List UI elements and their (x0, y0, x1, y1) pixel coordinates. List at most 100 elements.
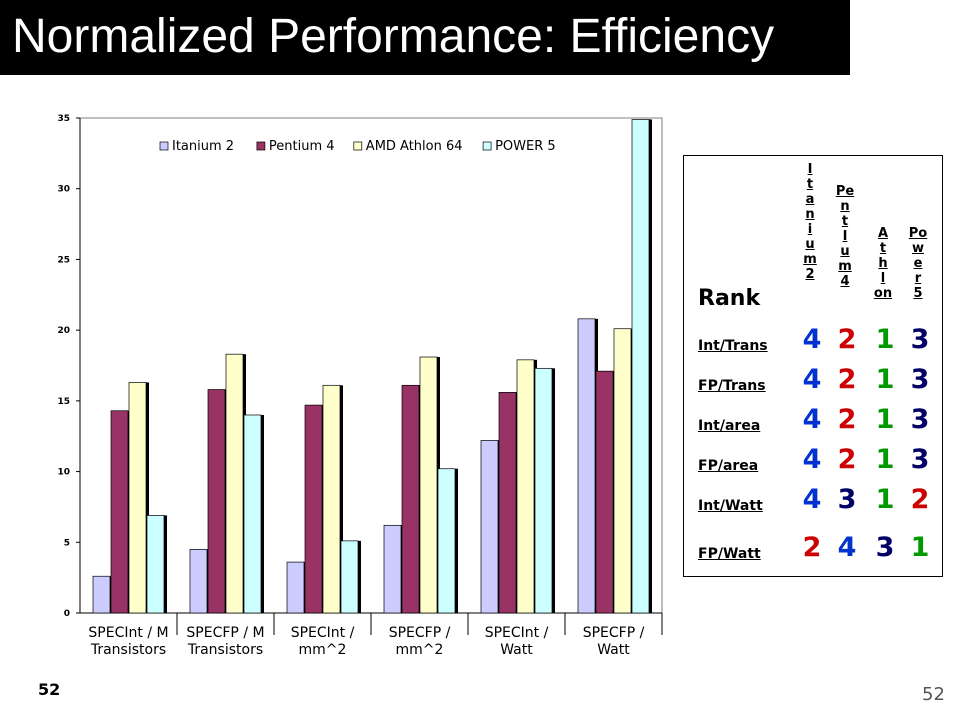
rank-cell: 1 (875, 484, 895, 515)
bar-2 (401, 384, 420, 614)
rank-row-label: FP/Trans (698, 378, 766, 394)
rank-column-header-text: 4 (840, 274, 850, 289)
legend-label: Pentium 4 (269, 139, 335, 154)
plot-area (79, 117, 663, 614)
bar-2 (304, 404, 323, 614)
rank-column-header-text: w (911, 241, 924, 256)
rank-column-header-text: h (878, 256, 888, 271)
bar-2 (110, 410, 129, 614)
x-tick-label: Transistors (90, 642, 166, 658)
legend-label: POWER 5 (495, 139, 556, 154)
bar-2 (207, 389, 226, 614)
rank-column-header-text: u (840, 244, 850, 259)
rank-column-header-text: a (805, 192, 815, 207)
rank-corner-label: Rank (698, 286, 761, 311)
x-tick-label: SPECFP / (583, 625, 645, 641)
rank-column-header-text: A (877, 226, 889, 241)
legend-swatch (159, 141, 169, 151)
rank-row-label: Int/Watt (698, 498, 763, 514)
x-tick-label: Transistors (187, 642, 263, 658)
rank-cell: 2 (837, 404, 857, 435)
rank-cell: 3 (910, 324, 930, 355)
rank-column-header-text: m (838, 259, 852, 274)
rank-cell: 3 (910, 444, 930, 475)
rank-cell: 2 (837, 364, 857, 395)
x-tick-label: SPECFP / (389, 625, 451, 641)
x-tick-label: SPECInt / (485, 625, 549, 641)
rank-cell: 2 (910, 484, 930, 515)
legend-label: Itanium 2 (172, 139, 234, 154)
y-tick-label: 0 (64, 609, 70, 619)
x-tick-label: SPECInt / (291, 625, 355, 641)
bar-3 (225, 353, 244, 614)
rank-row-label: Int/Trans (698, 338, 768, 354)
rank-column-header-text: t (841, 214, 849, 229)
bar-4 (243, 414, 262, 614)
rank-column-header-text: t (879, 241, 887, 256)
rank-column-header-text: i (807, 222, 813, 237)
bar-1 (383, 524, 402, 614)
rank-cell: 4 (802, 324, 822, 355)
y-tick-label: 15 (57, 397, 70, 407)
bar-1 (577, 318, 596, 614)
rank-cell: 1 (875, 364, 895, 395)
rank-column-header-text: l (880, 271, 886, 286)
x-tick-label: mm^2 (396, 642, 444, 658)
rank-column-header-text: e (913, 256, 923, 271)
page-number-right: 52 (922, 684, 945, 705)
bar-3 (322, 384, 341, 614)
rank-column-header-text: I (842, 229, 848, 244)
bar-3 (128, 382, 147, 614)
y-tick-label: 10 (57, 468, 70, 478)
legend-swatch (353, 141, 363, 151)
bar-4 (437, 468, 456, 614)
rank-row-label: Int/area (698, 418, 761, 434)
rank-cell: 4 (802, 404, 822, 435)
bar-chart: 0 5 10 15 20 25 30 35 SPECInt / M Transistors SPEC… (30, 108, 682, 672)
rank-cell: 3 (910, 404, 930, 435)
bar-3 (516, 359, 535, 614)
bar-3 (419, 356, 438, 614)
bar-1 (92, 575, 111, 614)
rank-column-header-text: on (873, 286, 893, 301)
bar-1 (189, 549, 208, 614)
rank-cell: 1 (910, 532, 930, 563)
x-tick-label: mm^2 (299, 642, 347, 658)
rank-column-header-text: Po (908, 226, 928, 241)
rank-cell: 1 (875, 444, 895, 475)
x-tick-label: SPECFP / M (186, 625, 264, 641)
rank-cell: 3 (910, 364, 930, 395)
rank-cell: 2 (802, 532, 822, 563)
slide-title: Normalized Performance: Efficiency (12, 10, 775, 63)
bar-2 (498, 392, 517, 614)
rank-column-header-text: r (914, 271, 922, 286)
bar-4 (146, 515, 165, 614)
rank-column-header-text: u (805, 237, 815, 252)
bar-1 (286, 561, 305, 614)
rank-cell: 1 (875, 324, 895, 355)
bar-4 (534, 367, 553, 614)
rank-column-header-text: t (806, 177, 814, 192)
bar-2 (595, 370, 614, 614)
legend-swatch (482, 141, 492, 151)
y-tick-label: 25 (57, 255, 70, 265)
x-tick-label: SPECInt / M (88, 625, 168, 641)
rank-cell: 2 (837, 324, 857, 355)
rank-cell: 2 (837, 444, 857, 475)
x-tick-label: Watt (597, 642, 630, 658)
rank-cell: 3 (837, 484, 857, 515)
y-tick-label: 30 (57, 185, 70, 195)
rank-row-label: FP/Watt (698, 546, 761, 562)
rank-column-header-text: n (805, 207, 815, 222)
bar-1 (480, 440, 499, 614)
rank-cell: 4 (837, 532, 857, 563)
rank-column-header-text: n (840, 199, 850, 214)
rank-cell: 1 (875, 404, 895, 435)
rank-column-header-text: 5 (913, 286, 923, 301)
rank-cell: 4 (802, 484, 822, 515)
legend-swatch (256, 141, 266, 151)
